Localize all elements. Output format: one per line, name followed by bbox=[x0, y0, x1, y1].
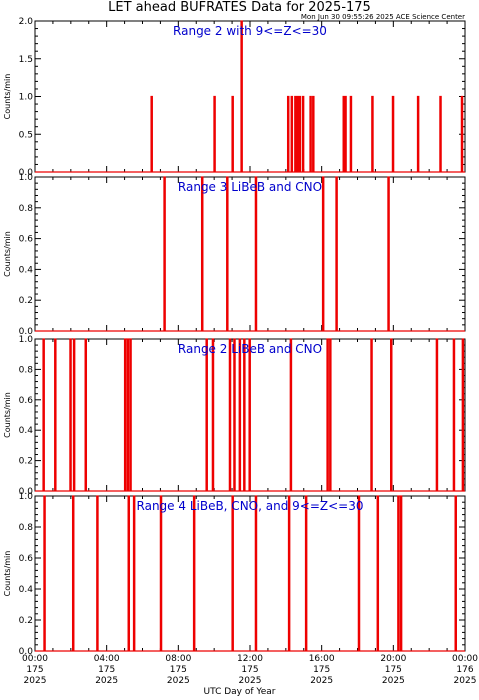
x-tick-label-doy: 176 bbox=[456, 665, 473, 675]
x-tick-label-year: 2025 bbox=[24, 676, 47, 686]
panel-1-ytick-label: 0.5 bbox=[19, 130, 33, 140]
panel-1-series-line bbox=[35, 20, 465, 173]
panel-1-ylabel: Counts/min bbox=[3, 74, 12, 120]
panel-1-frame bbox=[34, 20, 466, 173]
x-tick-label-time: 12:00 bbox=[237, 654, 263, 664]
panel-2-frame bbox=[34, 176, 466, 332]
x-tick-label-time: 16:00 bbox=[309, 654, 335, 664]
x-tick-label-doy: 175 bbox=[241, 665, 258, 675]
panel-4-ytick-label: 0.0 bbox=[19, 647, 34, 657]
panel-2-title: Range 3 LiBeB and CNO bbox=[178, 180, 322, 194]
x-tick-label-time: 08:00 bbox=[165, 654, 191, 664]
x-tick-label-time: 20:00 bbox=[380, 654, 406, 664]
x-tick-label-year: 2025 bbox=[310, 676, 333, 686]
panel-3-ylabel: Counts/min bbox=[3, 392, 12, 438]
x-tick-label-doy: 175 bbox=[26, 665, 43, 675]
x-tick-label-year: 2025 bbox=[239, 676, 262, 686]
panel-3-title: Range 2 LiBeB and CNO bbox=[178, 342, 322, 356]
panel-3-ytick-label: 0.6 bbox=[19, 396, 34, 406]
panel-2-ytick-label: 0.6 bbox=[19, 235, 34, 245]
chart-title: LET ahead BUFRATES Data for 2025-175 bbox=[108, 0, 371, 15]
panel-2-ytick-label: 1.0 bbox=[19, 173, 34, 183]
x-tick-label-doy: 175 bbox=[170, 665, 187, 675]
panel-2-ytick-label: 0.0 bbox=[19, 327, 34, 337]
panel-1-ytick-label: 2.0 bbox=[19, 17, 34, 27]
panel-2-series-line bbox=[35, 176, 465, 332]
x-tick-label-time: 00:00 bbox=[22, 654, 48, 664]
generation-timestamp: Mon Jun 30 09:55:26 2025 ACE Science Cen… bbox=[300, 13, 465, 21]
panel-3-ytick-label: 1.0 bbox=[19, 335, 34, 345]
panel-2-ytick-label: 0.4 bbox=[19, 265, 34, 275]
panel-2-ytick-label: 0.2 bbox=[19, 296, 33, 306]
panel-1-ytick-label: 0.0 bbox=[19, 168, 34, 178]
x-tick-label-time: 00:00 bbox=[452, 654, 478, 664]
panel-4-ytick-label: 0.4 bbox=[19, 585, 34, 595]
panel-2-ytick-label: 0.8 bbox=[19, 204, 34, 214]
panel-4-title: Range 4 LiBeB, CNO, and 9<=Z<=30 bbox=[137, 499, 364, 513]
panel-4-ytick-label: 0.6 bbox=[19, 554, 34, 564]
panel-4-ylabel: Counts/min bbox=[3, 551, 12, 597]
panel-4-ytick-label: 0.8 bbox=[19, 523, 34, 533]
x-tick-label-doy: 175 bbox=[98, 665, 115, 675]
x-tick-label-year: 2025 bbox=[167, 676, 190, 686]
panel-3-ytick-label: 0.8 bbox=[19, 365, 34, 375]
panel-4-ytick-label: 1.0 bbox=[19, 492, 34, 502]
x-axis-title: UTC Day of Year bbox=[203, 687, 276, 697]
panel-3-ytick-label: 0.0 bbox=[19, 487, 34, 497]
panel-1-ytick-label: 1.5 bbox=[19, 55, 33, 65]
panel-2-ylabel: Counts/min bbox=[3, 231, 12, 277]
panel-1-title: Range 2 with 9<=Z<=30 bbox=[173, 24, 327, 38]
x-tick-label-year: 2025 bbox=[95, 676, 118, 686]
panel-4-ytick-label: 0.2 bbox=[19, 616, 33, 626]
panel-3-ytick-label: 0.2 bbox=[19, 457, 33, 467]
x-tick-label-year: 2025 bbox=[454, 676, 477, 686]
x-tick-label-time: 04:00 bbox=[94, 654, 120, 664]
x-tick-label-year: 2025 bbox=[382, 676, 405, 686]
x-tick-label-doy: 175 bbox=[385, 665, 402, 675]
panel-1-ytick-label: 1.0 bbox=[19, 93, 34, 103]
x-tick-label-doy: 175 bbox=[313, 665, 330, 675]
panel-3-ytick-label: 0.4 bbox=[19, 426, 34, 436]
